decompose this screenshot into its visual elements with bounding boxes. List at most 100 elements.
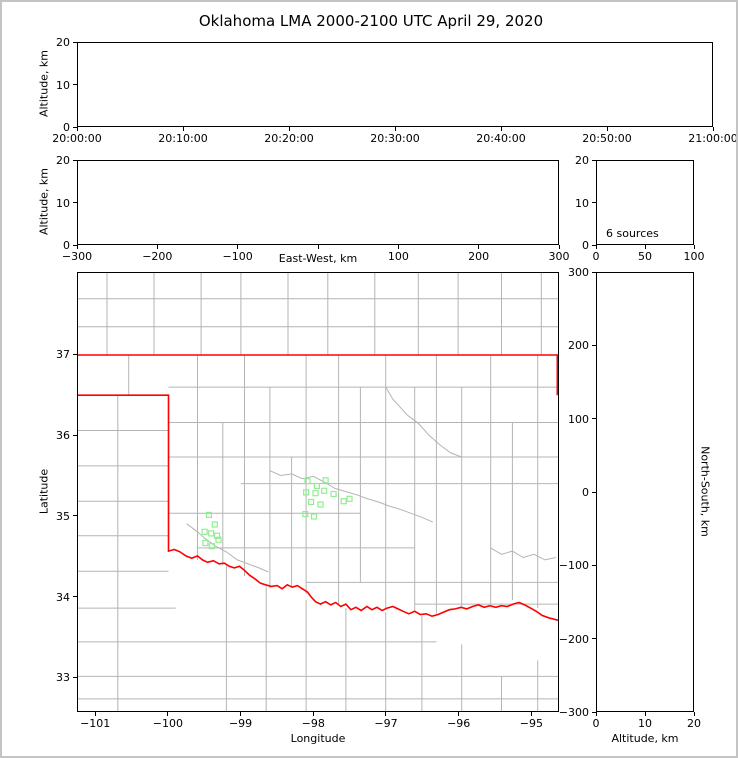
- tick-label: 20:30:00: [370, 132, 420, 145]
- tick-label: 20:10:00: [158, 132, 208, 145]
- tick-mark: [73, 676, 77, 678]
- tick-label: 35: [56, 509, 70, 523]
- tick-mark: [94, 712, 96, 716]
- tick-mark: [592, 564, 596, 566]
- panel-eastwest-height: [77, 160, 559, 245]
- tick-mark: [644, 712, 646, 716]
- tick-mark: [385, 712, 387, 716]
- panel-altitude-histogram: [596, 160, 694, 245]
- tick-label: 0: [63, 121, 70, 134]
- tick-mark: [458, 712, 460, 716]
- tick-label: −95: [519, 717, 543, 730]
- tick-mark: [73, 244, 77, 246]
- tick-mark: [606, 127, 608, 131]
- tick-mark: [592, 271, 596, 273]
- lma-source-marker: [202, 539, 209, 547]
- tick-label: 0: [63, 239, 70, 252]
- tick-mark: [240, 712, 242, 716]
- lma-source-marker: [330, 490, 337, 498]
- tick-label: 300: [568, 266, 589, 279]
- tick-label: 0: [592, 250, 600, 263]
- tick-label: −97: [374, 717, 398, 730]
- lma-source-marker: [310, 513, 318, 520]
- lma-source-marker: [322, 477, 329, 484]
- lma-source-marker: [215, 536, 222, 543]
- tick-mark: [500, 127, 502, 131]
- lma-source-marker: [303, 489, 310, 496]
- northsouth-height-xlabel: Altitude, km: [611, 732, 679, 745]
- tick-label: 34: [56, 590, 70, 604]
- lma-source-marker: [208, 543, 215, 550]
- tick-mark: [73, 159, 77, 161]
- tick-label: 33: [56, 671, 70, 685]
- tick-mark: [167, 712, 169, 716]
- tick-mark: [73, 202, 77, 203]
- tick-mark: [237, 245, 239, 249]
- tick-mark: [73, 126, 77, 128]
- tick-mark: [73, 84, 77, 85]
- lma-source-marker: [208, 530, 215, 537]
- tick-mark: [76, 245, 78, 249]
- northsouth-ylabel: North-South, km: [698, 446, 712, 537]
- sources-count-annotation: 6 sources: [606, 227, 659, 240]
- tick-label: 20: [56, 154, 70, 167]
- tick-label: 21:00:00: [688, 132, 738, 145]
- tick-label: 0: [592, 717, 600, 730]
- lma-source-marker: [313, 482, 320, 490]
- tick-label: −300: [61, 250, 93, 263]
- tick-mark: [558, 245, 560, 249]
- map-xlabel: Longitude: [290, 732, 346, 745]
- tick-label: −101: [80, 717, 111, 730]
- tick-label: 20: [575, 154, 589, 167]
- tick-label: −98: [301, 717, 325, 730]
- tick-mark: [693, 245, 695, 249]
- tick-label: 50: [638, 250, 652, 263]
- panel-time-height: [77, 42, 713, 127]
- county-border-river: [490, 547, 556, 561]
- lma-source-marker: [308, 498, 315, 506]
- tick-mark: [76, 127, 78, 131]
- tick-label: 10: [56, 196, 70, 210]
- tick-mark: [182, 127, 184, 131]
- tick-mark: [592, 491, 596, 493]
- tick-mark: [592, 711, 596, 713]
- tick-label: 36: [56, 429, 70, 443]
- tick-mark: [693, 712, 695, 716]
- tick-label: 10: [575, 196, 589, 210]
- lma-source-marker: [211, 521, 218, 528]
- tick-label: −200: [558, 632, 589, 646]
- tick-label: 100: [568, 412, 589, 426]
- tick-mark: [592, 159, 596, 161]
- lma-source-marker: [304, 478, 311, 485]
- panel-map: [77, 272, 559, 712]
- tick-label: 0: [582, 486, 589, 499]
- tick-mark: [478, 245, 480, 249]
- tick-label: 20:40:00: [476, 132, 526, 145]
- county-border-river: [186, 523, 269, 573]
- tick-mark: [644, 245, 646, 249]
- eastwest-xlabel: East-West, km: [278, 252, 358, 265]
- tick-label: 100: [387, 250, 409, 263]
- tick-mark: [394, 127, 396, 131]
- lma-source-marker: [312, 490, 319, 497]
- tick-label: 20: [687, 717, 701, 730]
- tick-mark: [712, 127, 714, 131]
- panel-northsouth-height: [596, 272, 694, 712]
- lma-source-marker: [321, 487, 328, 494]
- tick-mark: [73, 41, 77, 43]
- tick-mark: [595, 245, 597, 249]
- tick-mark: [73, 353, 77, 355]
- tick-label: 20:50:00: [582, 132, 632, 145]
- lma-source-marker: [302, 511, 309, 518]
- tick-mark: [592, 202, 596, 203]
- lma-source-marker: [340, 498, 347, 505]
- map-svg: [78, 273, 558, 711]
- tick-label: 100: [683, 250, 705, 263]
- tick-mark: [156, 245, 158, 249]
- tick-mark: [592, 418, 596, 420]
- tick-mark: [595, 712, 597, 716]
- tick-mark: [312, 712, 314, 716]
- tick-label: 20:20:00: [264, 132, 314, 145]
- tick-label: −99: [228, 717, 253, 730]
- tick-label: 0: [582, 239, 589, 252]
